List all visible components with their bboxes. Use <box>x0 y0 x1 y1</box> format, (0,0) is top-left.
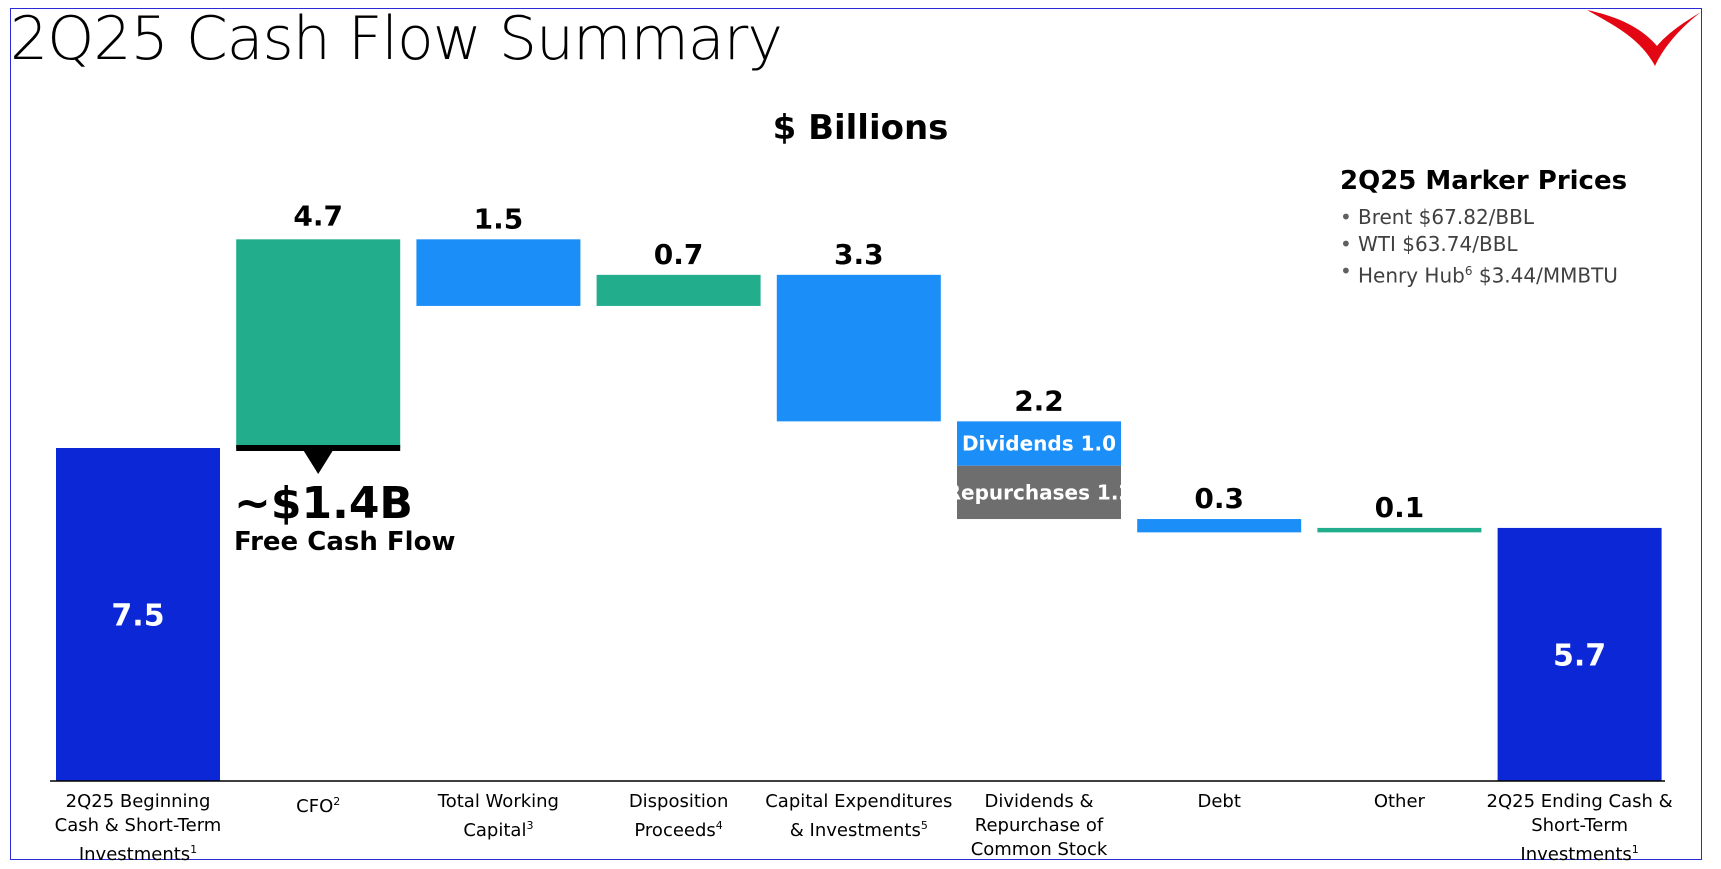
category-footnote: 4 <box>715 819 723 832</box>
company-logo <box>1587 10 1701 66</box>
category-label: Disposition Proceeds4 <box>584 790 774 843</box>
category-footnote: 3 <box>526 819 534 832</box>
category-label-text: Other <box>1373 791 1425 812</box>
bar-7 <box>1317 527 1482 533</box>
free-cash-flow-label: Free Cash Flow <box>234 527 456 557</box>
data-label-0: 7.5 <box>111 599 164 634</box>
category-label-text: Debt <box>1197 791 1241 812</box>
category-footnote: 5 <box>920 819 928 832</box>
category-label: Capital Expenditures & Investments5 <box>764 790 954 843</box>
data-label-3: 0.7 <box>654 238 704 271</box>
page-title: 2Q25 Cash Flow Summary <box>10 4 783 74</box>
bar-1 <box>236 239 401 448</box>
free-cash-flow-pointer <box>303 450 334 474</box>
bar-3 <box>596 274 761 306</box>
bar-0 <box>56 448 220 781</box>
data-label-8: 5.7 <box>1553 638 1606 673</box>
category-footnote: 1 <box>190 843 198 856</box>
bar-8 <box>1497 527 1662 781</box>
bar-segment-repurchases <box>957 465 1121 520</box>
bar-segment-label-dividends: Dividends 1.0 <box>962 432 1116 456</box>
category-label-text: Dividends & Repurchase of Common Stock <box>970 791 1108 860</box>
category-label: Total Working Capital3 <box>403 790 593 843</box>
logo-swoosh <box>1587 10 1701 66</box>
data-label-5: 2.2 <box>1014 384 1064 417</box>
free-cash-flow-value: ~$1.4B <box>234 478 413 529</box>
marker-price-henry-hub: Henry Hub6 $3.44/MMBTU <box>1340 258 1627 290</box>
category-label: Debt <box>1124 790 1314 814</box>
category-label: 2Q25 Beginning Cash & Short-Term Investm… <box>43 790 233 867</box>
henry-hub-footnote: 6 <box>1464 264 1473 278</box>
henry-hub-price: $3.44/MMBTU <box>1472 263 1618 288</box>
bar-6 <box>1137 519 1302 533</box>
marker-prices-title: 2Q25 Marker Prices <box>1340 166 1628 196</box>
marker-prices-list: Brent $67.82/BBL WTI $63.74/BBL Henry Hu… <box>1340 204 1627 290</box>
category-label-text: CFO <box>296 796 334 817</box>
category-label: Other <box>1304 790 1494 814</box>
category-footnote: 2 <box>333 795 341 808</box>
henry-hub-name: Henry Hub <box>1358 263 1465 288</box>
category-label: CFO2 <box>223 790 413 819</box>
marker-prices-panel: 2Q25 Marker Prices Brent $67.82/BBL WTI … <box>1340 166 1627 290</box>
data-label-1: 4.7 <box>293 199 343 232</box>
free-cash-flow-marker-line <box>236 445 401 451</box>
category-label-text: Total Working Capital <box>437 791 559 841</box>
bar-4 <box>776 274 941 422</box>
marker-price-brent: Brent $67.82/BBL <box>1340 204 1627 231</box>
category-label-text: 2Q25 Beginning Cash & Short-Term Investm… <box>54 791 222 865</box>
data-label-2: 1.5 <box>474 202 524 235</box>
chart-subtitle: $ Billions <box>772 108 949 148</box>
category-label-text: 2Q25 Ending Cash & Short-Term Investment… <box>1486 791 1673 865</box>
marker-price-wti: WTI $63.74/BBL <box>1340 231 1627 258</box>
category-label: Dividends & Repurchase of Common Stock <box>944 790 1134 862</box>
bar-segment-label-repurchases: Repurchases 1.2 <box>946 480 1133 504</box>
bar-2 <box>416 239 581 306</box>
data-label-7: 0.1 <box>1375 491 1425 524</box>
category-footnote: 1 <box>1631 843 1639 856</box>
category-label-text: Disposition Proceeds <box>628 791 729 841</box>
data-label-4: 3.3 <box>834 238 884 271</box>
slide-frame <box>10 8 1702 860</box>
category-label: 2Q25 Ending Cash & Short-Term Investment… <box>1485 790 1675 867</box>
data-label-6: 0.3 <box>1194 482 1244 515</box>
category-label-text: Capital Expenditures & Investments <box>765 791 953 841</box>
bar-segment-dividends <box>957 421 1121 466</box>
